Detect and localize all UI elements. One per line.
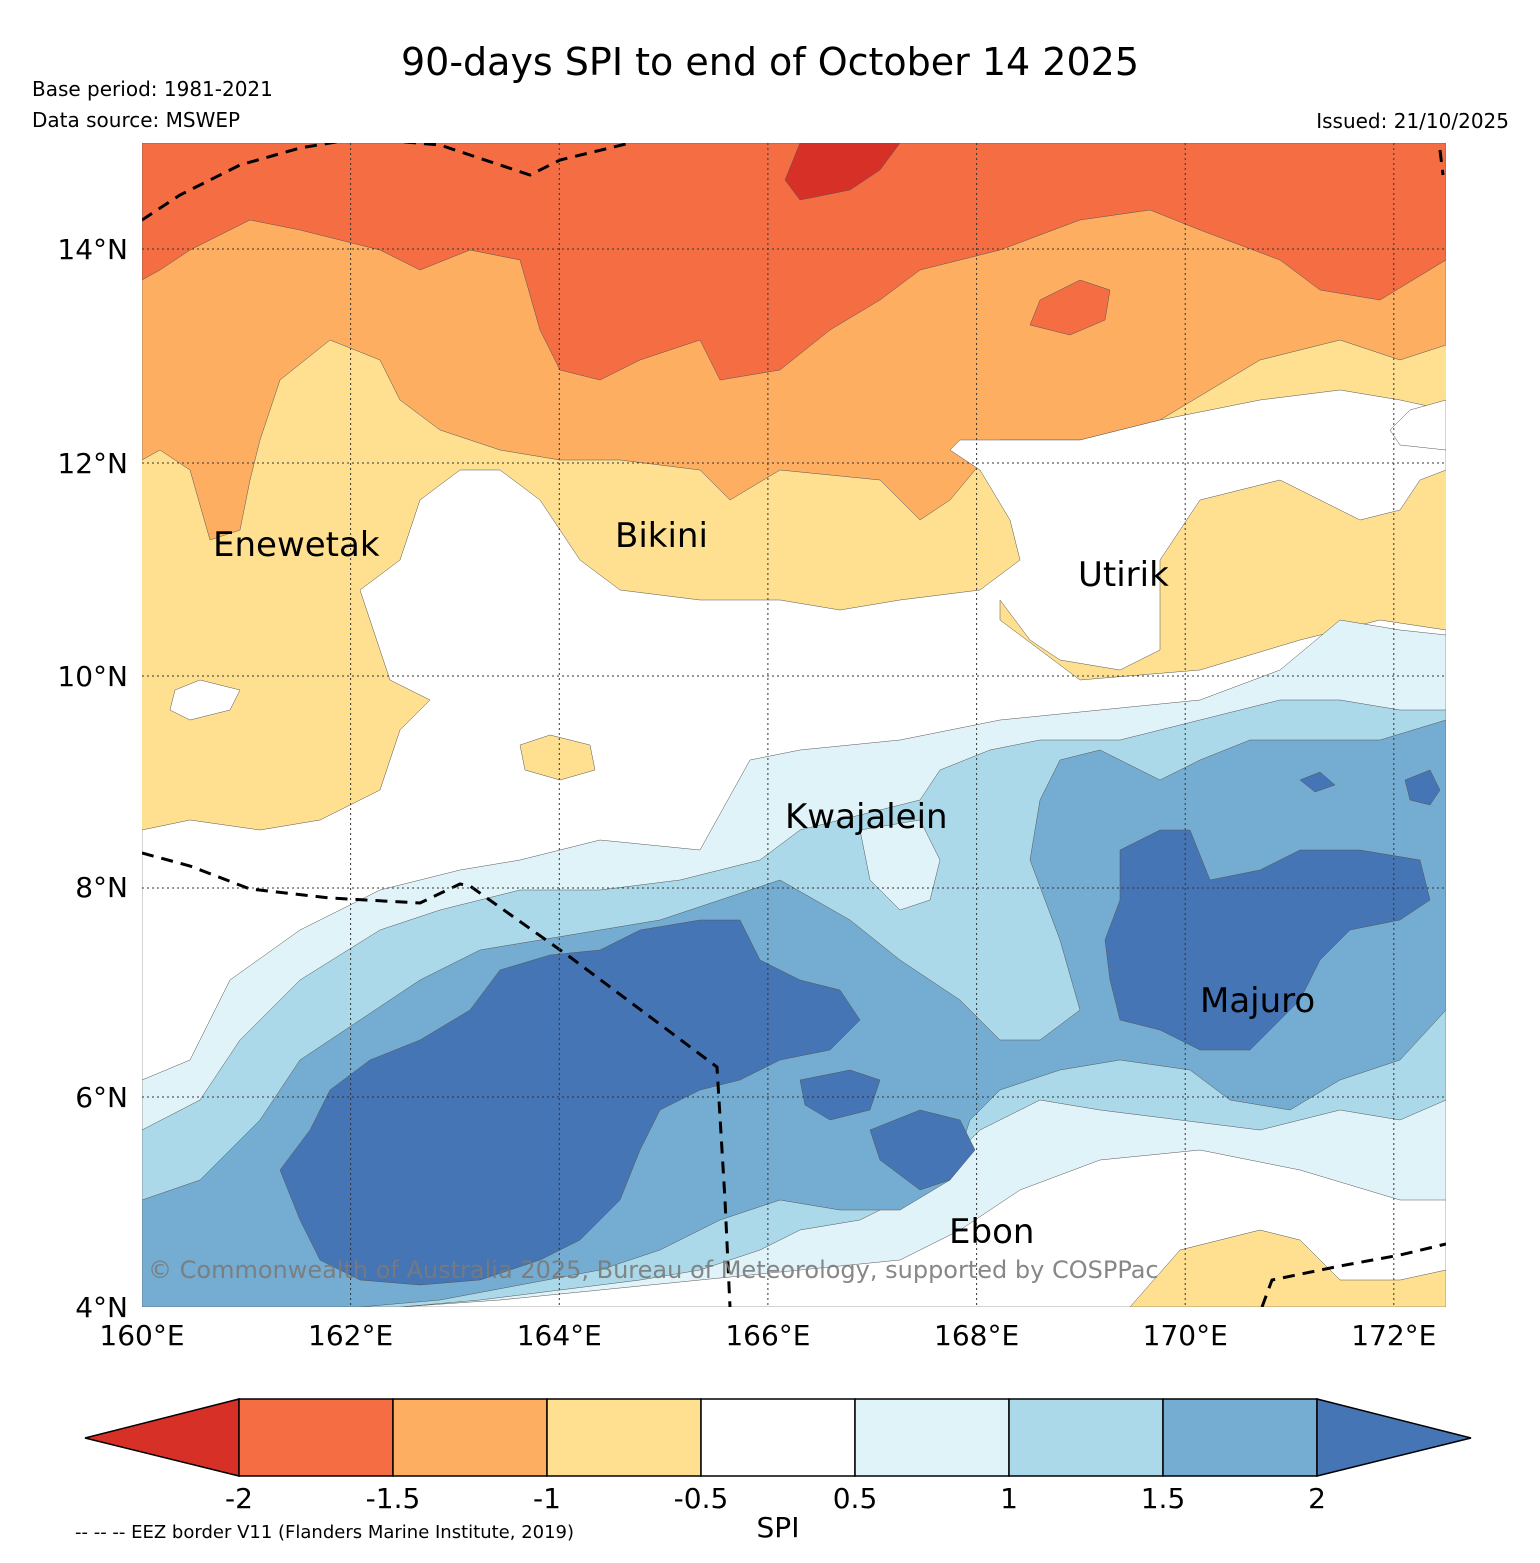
lat-tick-label: 4°N xyxy=(75,1291,128,1324)
lon-tick-label: 160°E xyxy=(99,1319,184,1352)
lat-tick-label: 10°N xyxy=(57,660,128,693)
spi-patch-normal xyxy=(169,679,241,721)
lon-tick-label: 172°E xyxy=(1351,1319,1436,1352)
lat-tick-label: 12°N xyxy=(57,447,128,480)
spi-patch-wet-extreme xyxy=(1299,771,1336,793)
lon-tick-labels: 160°E 162°E 164°E 166°E 168°E 170°E 172°… xyxy=(99,1319,1436,1352)
base-period-label: Base period: 1981-2021 xyxy=(32,77,273,101)
place-labels: Enewetak Bikini Utirik Kwajalein Majuro … xyxy=(213,516,1315,1252)
lon-tick-label: 164°E xyxy=(517,1319,602,1352)
place-label-bikini: Bikini xyxy=(615,516,708,556)
lon-tick-label: 170°E xyxy=(1143,1319,1228,1352)
place-label-enewetak: Enewetak xyxy=(213,525,380,565)
place-label-utirik: Utirik xyxy=(1078,555,1169,595)
spi-patch-wet-extreme xyxy=(1404,769,1441,806)
spi-patch-wet-extreme xyxy=(1104,829,1431,1051)
eez-border-note: -- -- -- EEZ border V11 (Flanders Marine… xyxy=(75,1522,575,1543)
copyright-notice: © Commonwealth of Australia 2025, Bureau… xyxy=(148,1256,1159,1284)
spi-patch-wet-extreme xyxy=(799,1069,881,1121)
issued-date-label: Issued: 21/10/2025 xyxy=(1316,109,1509,133)
lat-tick-label: 14°N xyxy=(57,233,128,266)
data-source-label: Data source: MSWEP xyxy=(32,108,241,132)
map-graticule xyxy=(142,143,1446,1307)
lat-tick-label: 6°N xyxy=(75,1081,128,1114)
spi-band-dry-severe xyxy=(142,143,1446,381)
spi-band-dry-extreme xyxy=(784,143,901,201)
spi-band-wet-extreme xyxy=(279,919,861,1286)
spi-field xyxy=(142,143,1446,1307)
place-label-majuro: Majuro xyxy=(1200,981,1315,1021)
lon-tick-label: 168°E xyxy=(934,1319,1019,1352)
place-label-ebon: Ebon xyxy=(949,1212,1034,1252)
spi-patch-normal xyxy=(1389,399,1446,451)
spi-patch-dry-mild xyxy=(1129,1229,1446,1307)
place-label-kwajalein: Kwajalein xyxy=(785,797,948,837)
lat-tick-label: 8°N xyxy=(75,871,128,904)
spi-patch-wet-extreme xyxy=(869,1109,976,1191)
lon-tick-label: 166°E xyxy=(725,1319,810,1352)
lat-tick-labels: 4°N 6°N 8°N 10°N 12°N 14°N xyxy=(57,233,128,1324)
spi-patch-dry-mild xyxy=(519,734,596,781)
spi-patch-dry-severe xyxy=(1029,279,1111,336)
eez-border xyxy=(142,143,1446,1307)
spi-patch-wet-mild xyxy=(859,819,941,911)
lon-tick-label: 162°E xyxy=(308,1319,393,1352)
map-title: 90-days SPI to end of October 14 2025 xyxy=(400,40,1140,84)
